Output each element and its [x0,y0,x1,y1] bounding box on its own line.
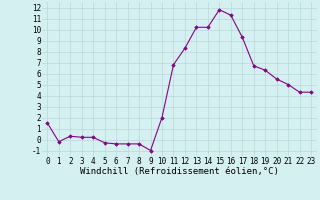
X-axis label: Windchill (Refroidissement éolien,°C): Windchill (Refroidissement éolien,°C) [80,167,279,176]
